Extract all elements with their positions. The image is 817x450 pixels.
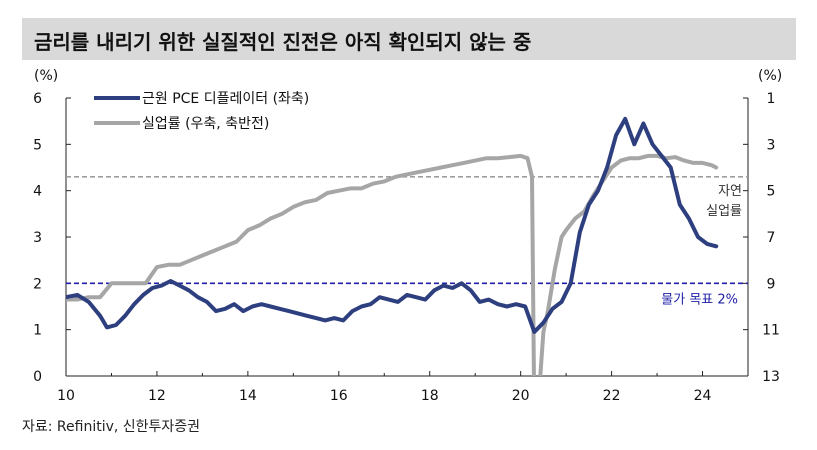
y-right-tick-label: 7: [767, 230, 776, 246]
y-left-tick-label: 2: [33, 276, 42, 292]
y-left-tick-label: 0: [33, 369, 42, 385]
y-right-tick-label: 1: [767, 91, 776, 107]
y-right-tick-label: 3: [767, 137, 776, 153]
y-left-tick-label: 6: [33, 91, 42, 107]
y-right-tick-label: 5: [767, 184, 776, 200]
y-right-tick-label: 13: [762, 369, 780, 385]
title-bar: [22, 18, 796, 60]
legend-label-unemployment: 실업률 (우축, 축반전): [142, 116, 269, 132]
legend-label-core-pce: 근원 PCE 디플레이터 (좌축): [142, 91, 309, 107]
x-tick-label: 14: [239, 388, 257, 404]
series-line-unemployment: [66, 153, 719, 376]
inflation-target-label: 물가 목표 2%: [661, 292, 738, 307]
y-left-tick-label: 3: [33, 230, 42, 246]
y-left-tick-label: 5: [33, 137, 42, 153]
series-line-core-pce: [66, 116, 719, 334]
y-right-tick-label: 11: [762, 323, 780, 339]
page-title: 금리를 내리기 위한 실질적인 진전은 아직 확인되지 않는 중: [34, 30, 532, 54]
x-tick-label: 18: [421, 388, 439, 404]
natural-unemployment-label: 자연: [718, 184, 742, 199]
x-tick-label: 24: [694, 388, 712, 404]
y-right-unit: (%): [758, 68, 782, 84]
y-right-tick-label: 9: [767, 276, 776, 292]
x-tick-label: 16: [330, 388, 348, 404]
x-tick-label: 20: [512, 388, 530, 404]
natural-unemployment-label-2: 실업률: [706, 204, 742, 219]
source-note: 자료: Refinitiv, 신한투자증권: [22, 419, 201, 435]
x-tick-label: 10: [57, 388, 75, 404]
x-tick-label: 12: [148, 388, 166, 404]
y-left-tick-label: 1: [33, 323, 42, 339]
y-left-tick-label: 4: [33, 184, 42, 200]
x-tick-label: 22: [603, 388, 621, 404]
y-left-unit: (%): [34, 68, 58, 84]
